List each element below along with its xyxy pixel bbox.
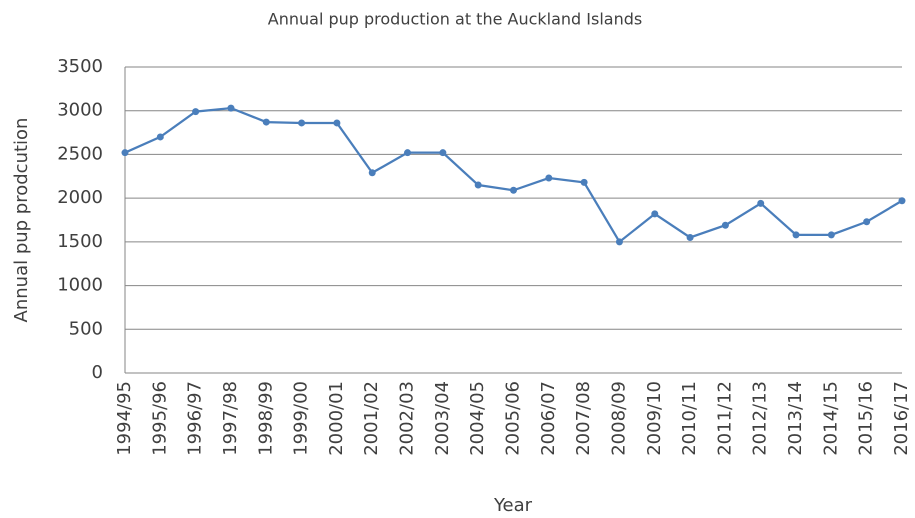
x-tick-label: 1994/95 <box>114 381 135 456</box>
data-point <box>686 233 694 241</box>
data-point <box>757 199 765 207</box>
x-tick-label: 1997/98 <box>220 381 241 456</box>
x-tick-label: 2015/16 <box>856 381 877 456</box>
x-tick-label: 2009/10 <box>644 381 665 456</box>
data-point <box>227 104 235 112</box>
data-point <box>404 149 412 157</box>
data-point <box>721 221 729 229</box>
x-tick-label: 2005/06 <box>503 381 524 456</box>
x-tick-label: 2000/01 <box>326 381 347 456</box>
y-tick-label: 500 <box>69 318 103 339</box>
y-tick-label: 0 <box>92 362 103 383</box>
data-point <box>580 178 588 186</box>
y-tick-label: 3500 <box>57 56 103 77</box>
y-tick-label: 2000 <box>57 187 103 208</box>
y-tick-label: 1500 <box>57 231 103 252</box>
data-point <box>863 218 871 226</box>
y-tick-label: 1000 <box>57 275 103 296</box>
x-tick-label: 2001/02 <box>361 381 382 456</box>
data-point <box>298 119 306 127</box>
data-point <box>262 118 270 126</box>
x-tick-label: 2010/11 <box>679 381 700 456</box>
x-tick-label: 2016/17 <box>891 381 912 456</box>
x-tick-label: 2002/03 <box>397 381 418 456</box>
data-point <box>333 119 341 127</box>
data-point <box>156 133 164 141</box>
data-point <box>368 169 376 177</box>
chart-title: Annual pup production at the Auckland Is… <box>268 10 642 29</box>
data-point <box>192 108 200 116</box>
x-tick-label: 2006/07 <box>538 381 559 456</box>
data-point <box>827 231 835 239</box>
x-tick-label: 2013/14 <box>785 381 806 456</box>
x-tick-label: 2014/15 <box>820 381 841 456</box>
y-tick-label: 3000 <box>57 100 103 121</box>
y-axis-label: Annual pup prodcution <box>11 118 32 323</box>
x-tick-label: 1998/99 <box>255 381 276 456</box>
x-tick-label: 2007/08 <box>573 381 594 456</box>
x-tick-label: 1999/00 <box>291 381 312 456</box>
x-tick-label: 1996/97 <box>185 381 206 456</box>
x-tick-label: 2003/04 <box>432 381 453 456</box>
data-point <box>615 238 623 246</box>
data-point <box>651 210 659 218</box>
data-point <box>510 186 517 194</box>
x-tick-label: 2004/05 <box>467 381 488 456</box>
x-axis-label: Year <box>493 495 533 516</box>
data-point <box>474 181 482 189</box>
data-point <box>439 149 447 157</box>
x-tick-label: 2008/09 <box>608 381 629 456</box>
data-point <box>898 197 906 205</box>
data-line <box>124 106 903 244</box>
data-point <box>792 231 800 239</box>
data-point <box>121 149 129 157</box>
data-point <box>545 174 553 182</box>
x-tick-label: 1995/96 <box>149 381 170 456</box>
y-tick-label: 2500 <box>57 143 103 164</box>
x-tick-label: 2011/12 <box>714 381 735 456</box>
x-tick-label: 2012/13 <box>750 381 771 456</box>
